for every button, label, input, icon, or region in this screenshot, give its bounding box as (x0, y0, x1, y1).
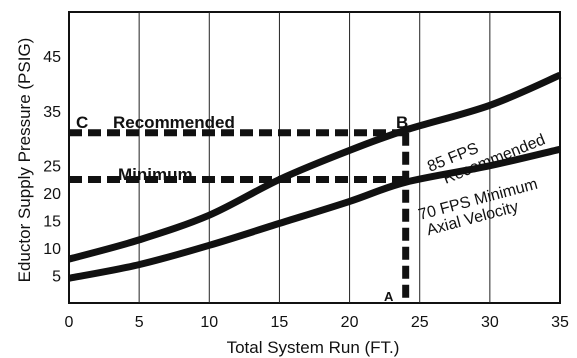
recommended-label: Recommended (113, 113, 235, 132)
point-b-label: B (396, 113, 408, 132)
vertical-gridlines (138, 12, 491, 303)
point-a-label: A (384, 289, 394, 304)
series-curve-1 (68, 71, 562, 263)
x-tick-10: 10 (200, 314, 218, 331)
x-axis-label: Total System Run (FT.) (227, 338, 400, 357)
series-curves (68, 71, 562, 282)
y-tick-35: 35 (43, 104, 61, 121)
plot-border (68, 11, 561, 304)
series-curve-2 (68, 145, 561, 282)
point-c-label: C (76, 113, 88, 132)
y-tick-45: 45 (43, 49, 61, 66)
chart-text-labels: Total System Run (FT.) Eductor Supply Pr… (15, 38, 548, 357)
x-tick-35: 35 (551, 314, 569, 331)
plot-area (68, 11, 561, 304)
x-tick-20: 20 (341, 314, 359, 331)
y-tick-15: 15 (43, 214, 61, 231)
x-tick-labels: 0 5 10 15 20 25 30 35 (65, 314, 569, 331)
y-tick-10: 10 (43, 241, 61, 258)
minimum-label: Minimum (118, 165, 193, 184)
y-tick-25: 25 (43, 159, 61, 176)
x-tick-0: 0 (65, 314, 74, 331)
x-tick-15: 15 (271, 314, 289, 331)
reference-dashed-lines (69, 129, 410, 303)
y-tick-20: 20 (43, 186, 61, 203)
x-tick-5: 5 (135, 314, 144, 331)
x-tick-30: 30 (481, 314, 499, 331)
x-tick-25: 25 (411, 314, 429, 331)
y-tick-labels: 5 10 15 20 25 35 45 (43, 49, 61, 286)
y-tick-5: 5 (52, 269, 61, 286)
y-axis-label: Eductor Supply Pressure (PSIG) (15, 38, 34, 283)
series-2-label: 70 FPS Minimum Axial Velocity (417, 176, 540, 240)
